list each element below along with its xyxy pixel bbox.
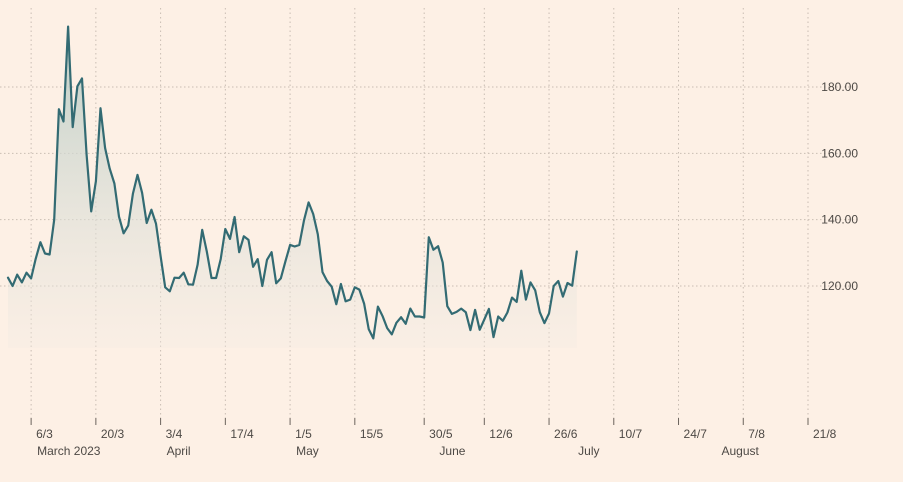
- y-tick-label: 140.00: [821, 213, 858, 227]
- month-label: July: [578, 444, 599, 458]
- month-label: August: [722, 444, 760, 458]
- series-line: [6, 25, 578, 340]
- x-tick-label: 6/3: [36, 427, 53, 441]
- grid-layer: [0, 8, 858, 418]
- x-tick-label: 3/4: [166, 427, 183, 441]
- area-layer: [8, 26, 577, 348]
- line-layer: [6, 25, 578, 340]
- y-tick-label: 160.00: [821, 146, 858, 160]
- x-tick-label: 7/8: [748, 427, 765, 441]
- series-area: [8, 26, 577, 348]
- x-tick-label: 12/6: [489, 427, 513, 441]
- x-tick-label: 21/8: [813, 427, 837, 441]
- x-tick-label: 17/4: [230, 427, 254, 441]
- month-label: June: [439, 444, 465, 458]
- y-tick-label: 180.00: [821, 80, 858, 94]
- y-tick-label: 120.00: [821, 279, 858, 293]
- month-label: April: [167, 444, 191, 458]
- x-tick-label: 20/3: [101, 427, 125, 441]
- x-tick-label: 1/5: [295, 427, 312, 441]
- x-tick-label: 24/7: [684, 427, 708, 441]
- x-tick-label: 26/6: [554, 427, 578, 441]
- axis-layer: 120.00 140.00 160.00 180.00 6/3 20/3 3/4 17/4 1/…: [30, 80, 858, 458]
- month-label: May: [296, 444, 319, 458]
- x-tick-label: 30/5: [429, 427, 453, 441]
- x-tick-label: 10/7: [619, 427, 643, 441]
- x-tick-label: 15/5: [360, 427, 384, 441]
- month-label: March 2023: [37, 444, 101, 458]
